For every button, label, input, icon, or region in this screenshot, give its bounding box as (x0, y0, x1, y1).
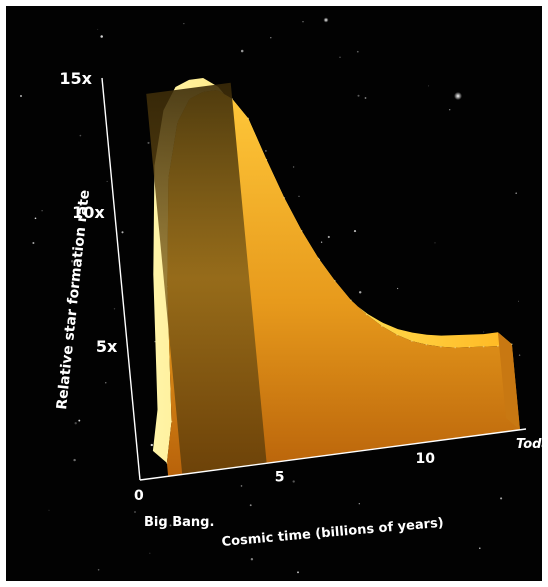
star (500, 497, 503, 500)
data-point (425, 343, 428, 346)
star (297, 571, 299, 574)
data-point (166, 462, 168, 464)
star (183, 23, 185, 25)
star (250, 558, 254, 561)
data-point (411, 340, 413, 342)
star (265, 150, 267, 152)
star (339, 56, 341, 58)
star (518, 354, 521, 356)
data-point (511, 343, 513, 346)
star (105, 382, 107, 384)
y-tick-label: 15x (59, 69, 92, 88)
data-point (317, 257, 320, 260)
big-bang-label: Big Bang. (144, 515, 214, 530)
data-point (300, 230, 303, 232)
star (79, 134, 82, 137)
bright-star (323, 17, 329, 23)
series-end-cap (497, 332, 520, 430)
star (240, 49, 244, 53)
star (106, 180, 108, 182)
y-axis-label: Relative star formation rate (54, 189, 93, 410)
star (154, 341, 156, 343)
star (70, 259, 74, 263)
data-point (334, 279, 336, 282)
star (357, 94, 360, 97)
star (32, 241, 35, 245)
star (327, 235, 330, 239)
data-point (265, 158, 268, 161)
highlight-band (146, 82, 267, 475)
data-point (283, 197, 286, 199)
star (358, 503, 360, 505)
star (97, 28, 99, 30)
data-point (350, 299, 352, 302)
data-point (497, 345, 499, 347)
star (434, 242, 436, 244)
star (483, 331, 485, 333)
star (240, 485, 243, 487)
data-point (454, 346, 457, 349)
y-tick-label: 10x (72, 203, 105, 222)
star (358, 291, 362, 294)
star (518, 300, 519, 302)
star (100, 35, 103, 38)
star (320, 241, 323, 243)
star (73, 458, 76, 462)
x-axis-line (139, 428, 527, 481)
star (134, 511, 136, 513)
star (19, 94, 23, 98)
star (149, 552, 151, 554)
star (302, 21, 304, 23)
star (78, 419, 81, 422)
star (448, 108, 451, 111)
star (41, 210, 43, 212)
data-point (482, 345, 485, 348)
x-tick-label: 10 (415, 451, 435, 467)
x-tick-label: 5 (275, 469, 285, 485)
star (479, 547, 481, 550)
star (97, 569, 100, 571)
star (113, 308, 116, 310)
data-point (396, 334, 398, 336)
star (298, 195, 300, 197)
star (249, 504, 252, 507)
data-point (365, 313, 368, 316)
data-point (381, 325, 383, 327)
x-tick-label: 0 (134, 488, 144, 504)
y-tick-label: 5x (96, 337, 118, 356)
star (147, 141, 150, 144)
star (364, 97, 367, 99)
star (428, 85, 430, 87)
bright-star (454, 92, 462, 100)
star (48, 509, 50, 511)
star (292, 480, 295, 483)
star (356, 50, 359, 53)
x-axis-label: Cosmic time (billions of years) (221, 516, 444, 550)
star (74, 422, 77, 425)
background-stars (19, 17, 521, 574)
data-point (247, 117, 250, 120)
data-point (170, 420, 173, 423)
x-tick-label-today: Today (516, 437, 548, 452)
star (270, 37, 272, 39)
star (353, 230, 357, 233)
star (34, 217, 37, 220)
star (292, 166, 295, 168)
star (396, 287, 399, 290)
data-point (468, 346, 471, 348)
data-point (440, 346, 442, 348)
star (121, 231, 124, 234)
star (150, 443, 153, 447)
y-axis-line (101, 77, 141, 481)
star (515, 192, 517, 194)
star (169, 524, 172, 527)
